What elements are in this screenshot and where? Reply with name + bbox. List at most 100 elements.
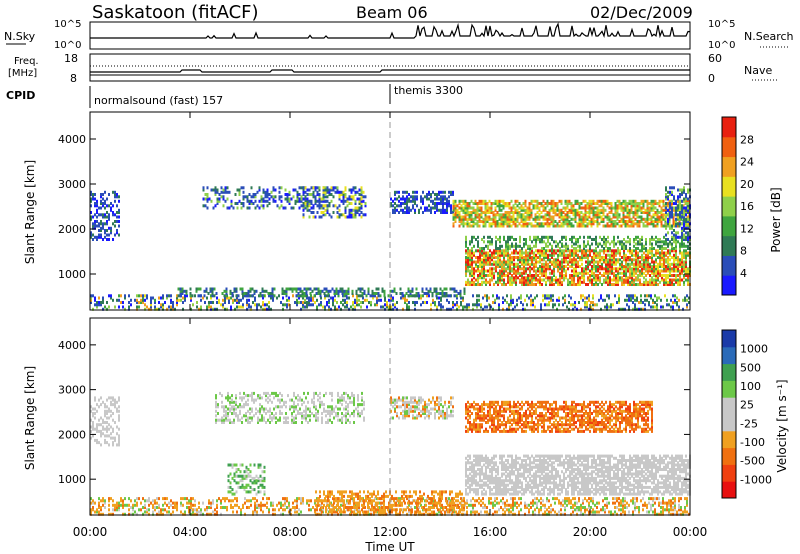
power-echo xyxy=(538,222,541,226)
power-echo xyxy=(551,280,553,284)
power-echo xyxy=(555,276,557,280)
power-echo xyxy=(559,271,561,275)
power-echo xyxy=(402,307,404,311)
power-echo xyxy=(543,265,545,268)
power-echo xyxy=(490,305,492,309)
power-echo xyxy=(421,287,424,291)
power-echo xyxy=(648,222,651,226)
power-echo xyxy=(655,242,657,246)
cpid-segment-2: themis 3300 xyxy=(394,84,463,97)
power-echo xyxy=(619,262,621,266)
velocity-echo xyxy=(186,501,188,505)
power-echo xyxy=(587,271,589,275)
power-echo xyxy=(640,202,643,205)
cpid-segment-1: normalsound (fast) 157 xyxy=(94,94,223,107)
power-echo xyxy=(644,294,646,298)
power-echo xyxy=(411,289,414,293)
power-echo xyxy=(295,294,298,298)
power-echo xyxy=(479,265,481,268)
power-echo xyxy=(590,217,593,221)
power-echo xyxy=(671,208,673,212)
velocity-echo xyxy=(200,508,202,512)
power-echo xyxy=(332,298,334,302)
power-echo xyxy=(316,307,318,311)
power-echo xyxy=(406,303,408,307)
power-echo xyxy=(306,208,309,212)
power-echo xyxy=(426,206,428,210)
power-echo xyxy=(511,262,513,266)
power-echo xyxy=(553,253,555,257)
power-echo xyxy=(402,190,404,194)
velocity-echo xyxy=(152,512,154,516)
power-echo xyxy=(371,294,374,298)
power-echo xyxy=(427,292,430,295)
power-echo xyxy=(481,267,483,271)
power-echo xyxy=(629,240,631,244)
power-echo xyxy=(303,287,306,291)
power-echo xyxy=(322,204,325,208)
power-echo xyxy=(442,305,444,309)
velocity-echo xyxy=(134,499,136,503)
power-echo xyxy=(212,307,214,311)
power-echo xyxy=(575,253,577,257)
power-echo xyxy=(497,251,499,255)
power-echo xyxy=(656,202,659,205)
power-echo xyxy=(617,269,619,273)
power-echo xyxy=(224,199,227,203)
power-echo xyxy=(513,249,515,253)
power-echo xyxy=(633,262,635,266)
power-echo xyxy=(636,296,638,300)
power-echo xyxy=(607,258,609,262)
power-echo xyxy=(656,305,658,309)
power-echo xyxy=(469,256,471,259)
power-echo xyxy=(448,307,450,311)
power-echo xyxy=(232,301,234,304)
power-echo xyxy=(532,303,534,307)
power-echo xyxy=(571,276,573,280)
power-echo xyxy=(459,292,462,295)
power-echo xyxy=(537,278,539,282)
velocity-echo xyxy=(98,512,100,516)
power-echo xyxy=(564,217,567,221)
power-echo xyxy=(473,244,475,248)
power-echo xyxy=(539,240,541,244)
power-echo xyxy=(481,265,483,268)
power-echo xyxy=(679,222,681,226)
power-echo xyxy=(626,303,628,307)
power-echo xyxy=(240,298,242,302)
power-echo xyxy=(523,238,525,241)
power-echo xyxy=(320,215,323,219)
power-echo xyxy=(162,296,164,300)
power-echo xyxy=(426,197,428,201)
power-echo xyxy=(280,186,283,190)
power-echo xyxy=(448,301,450,304)
power-echo xyxy=(541,269,543,273)
power-echo xyxy=(457,292,460,295)
power-echo xyxy=(466,204,469,208)
power-echo xyxy=(638,204,641,208)
power-echo xyxy=(548,213,551,217)
power-echo xyxy=(513,251,515,255)
power-echo xyxy=(652,298,654,302)
power-echo xyxy=(499,271,501,275)
power-echo xyxy=(587,262,589,266)
power-echo xyxy=(595,242,597,246)
power-echo xyxy=(508,305,510,309)
power-echo xyxy=(208,301,210,304)
power-echo xyxy=(679,269,681,273)
power-echo xyxy=(414,208,416,212)
power-echo xyxy=(410,199,412,203)
power-echo xyxy=(559,280,561,284)
power-echo xyxy=(527,251,529,255)
power-echo xyxy=(641,271,643,275)
power-echo xyxy=(402,197,404,201)
power-echo xyxy=(509,267,511,271)
power-echo xyxy=(417,292,420,295)
power-echo xyxy=(251,287,254,291)
power-echo xyxy=(336,301,338,304)
power-echo xyxy=(583,244,585,248)
power-echo xyxy=(354,199,357,203)
power-echo xyxy=(247,292,250,295)
power-echo xyxy=(634,208,637,212)
power-echo xyxy=(559,240,561,244)
